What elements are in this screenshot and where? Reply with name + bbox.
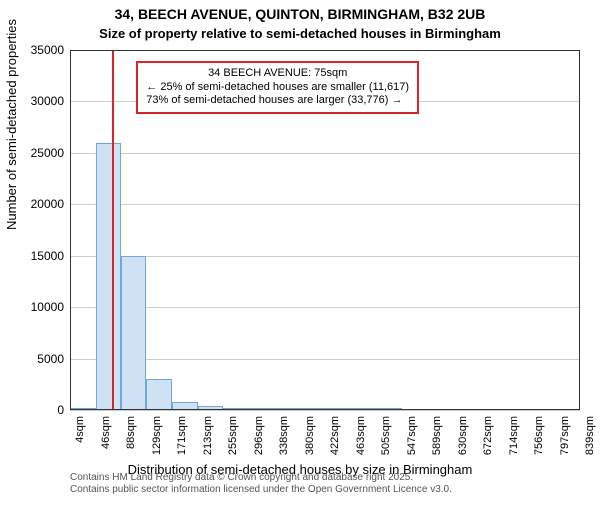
y-tick-label: 0 bbox=[57, 403, 64, 417]
histogram-bar bbox=[376, 408, 402, 410]
histogram-bar bbox=[96, 143, 122, 410]
histogram-bar bbox=[146, 379, 172, 410]
grid-line bbox=[70, 359, 580, 360]
grid-line bbox=[70, 307, 580, 308]
grid-line bbox=[70, 204, 580, 205]
y-tick-label: 35000 bbox=[31, 43, 64, 57]
grid-line bbox=[70, 410, 580, 411]
histogram-bar bbox=[248, 408, 274, 410]
y-tick-label: 10000 bbox=[31, 300, 64, 314]
footer-line-1: Contains HM Land Registry data © Crown c… bbox=[70, 472, 452, 484]
histogram-bar bbox=[325, 408, 350, 410]
legend-line: 73% of semi-detached houses are larger (… bbox=[146, 94, 409, 108]
histogram-bar bbox=[274, 408, 300, 410]
histogram-bar bbox=[300, 408, 326, 410]
histogram-bar bbox=[70, 408, 96, 410]
grid-line bbox=[70, 256, 580, 257]
chart-legend: 34 BEECH AVENUE: 75sqm← 25% of semi-deta… bbox=[136, 61, 419, 114]
legend-line: 34 BEECH AVENUE: 75sqm bbox=[146, 67, 409, 81]
copyright-footer: Contains HM Land Registry data © Crown c… bbox=[70, 472, 452, 496]
histogram-bar bbox=[121, 256, 146, 410]
chart-container: 34, BEECH AVENUE, QUINTON, BIRMINGHAM, B… bbox=[0, 0, 600, 500]
histogram-bar bbox=[172, 402, 198, 410]
histogram-bar bbox=[223, 408, 248, 410]
histogram-bar bbox=[350, 408, 376, 410]
footer-line-2: Contains public sector information licen… bbox=[70, 484, 452, 496]
plot-area: 34 BEECH AVENUE: 75sqm← 25% of semi-deta… bbox=[70, 50, 580, 410]
y-tick-label: 30000 bbox=[31, 94, 64, 108]
highlight-marker-line bbox=[112, 50, 114, 410]
y-tick-label: 20000 bbox=[31, 197, 64, 211]
y-tick-label: 5000 bbox=[37, 352, 64, 366]
y-axis-label: Number of semi-detached properties bbox=[4, 19, 19, 230]
grid-line bbox=[70, 50, 580, 51]
grid-line bbox=[70, 153, 580, 154]
histogram-bar bbox=[198, 406, 224, 410]
y-tick-label: 15000 bbox=[31, 249, 64, 263]
y-tick-label: 25000 bbox=[31, 146, 64, 160]
chart-title: 34, BEECH AVENUE, QUINTON, BIRMINGHAM, B… bbox=[0, 6, 600, 22]
legend-line: ← 25% of semi-detached houses are smalle… bbox=[146, 81, 409, 95]
chart-subtitle: Size of property relative to semi-detach… bbox=[0, 26, 600, 41]
